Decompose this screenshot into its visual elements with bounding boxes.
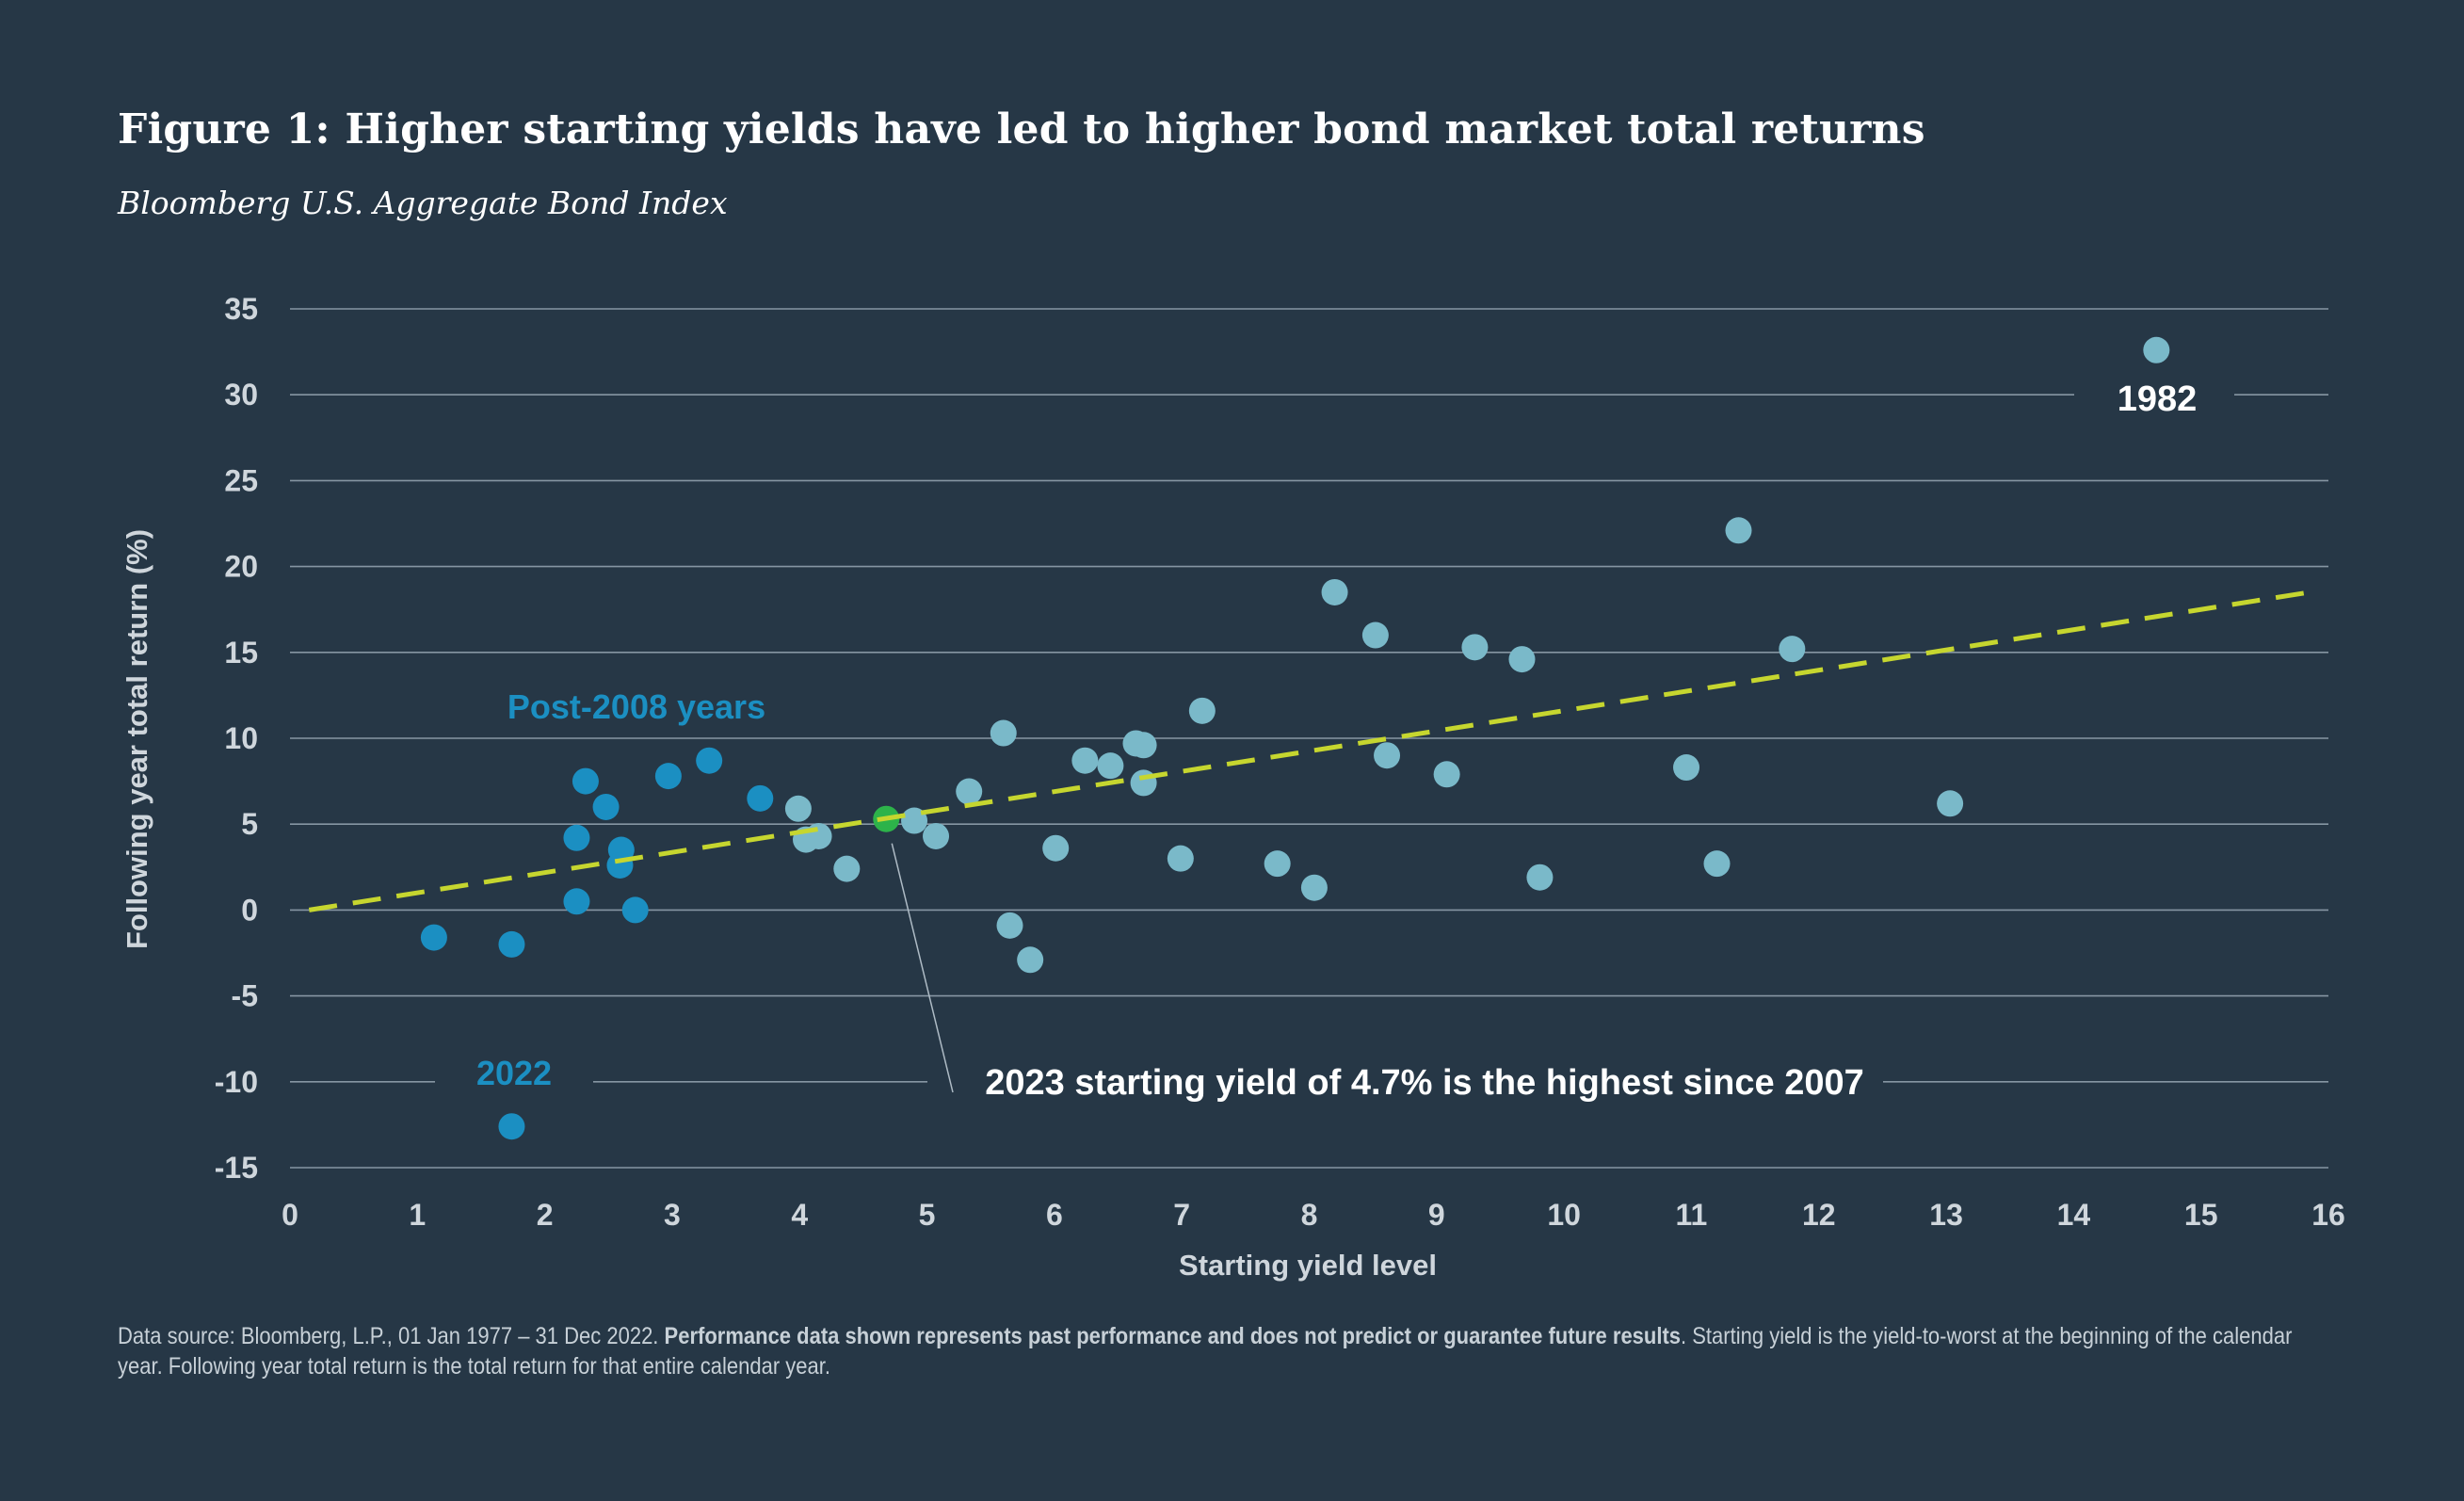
footnote-disclaimer: Performance data shown represents past p… — [664, 1323, 1682, 1349]
pre-2009-point — [1725, 517, 1752, 544]
trendline — [308, 589, 2311, 912]
pre-2009-point — [784, 795, 812, 822]
x-tick-label: 5 — [919, 1198, 936, 1232]
x-tick-label: 0 — [282, 1198, 298, 1232]
pre-2009-point — [1264, 850, 1291, 878]
gridlines — [290, 308, 2328, 1169]
pre-2009-point — [1188, 697, 1216, 724]
x-tick-label: 2 — [537, 1198, 554, 1232]
pre-2009-point — [923, 822, 950, 849]
pre-2009-point — [1097, 752, 1124, 780]
x-axis-ticks: 0 1 2 3 4 5 6 7 8 9 10 11 12 13 14 15 16 — [282, 1198, 2345, 1232]
x-tick-label: 7 — [1173, 1198, 1190, 1232]
post-2008-point — [592, 793, 620, 820]
x-tick-label: 16 — [2311, 1198, 2345, 1232]
pre-2009-point — [1321, 578, 1348, 605]
y-tick-label: 35 — [224, 292, 258, 326]
x-axis-title: Starting yield level — [1179, 1249, 1437, 1282]
callout-2023-label: 2023 starting yield of 4.7% is the highe… — [985, 1063, 1864, 1103]
y-axis-ticks: 35 30 25 20 15 10 5 0 -5 -10 -15 — [215, 292, 258, 1185]
y-tick-label: 20 — [224, 550, 258, 584]
pre-2009-point — [1779, 636, 1806, 663]
pre-2009-point — [1300, 874, 1328, 901]
y-tick-label: 10 — [224, 721, 258, 755]
x-tick-label: 14 — [2057, 1198, 2091, 1232]
post-2008-label: Post-2008 years — [507, 687, 765, 726]
year-2022-label: 2022 — [476, 1054, 552, 1092]
y-tick-label: 15 — [224, 636, 258, 670]
post-2008-point — [498, 930, 525, 958]
y-tick-label: 30 — [224, 378, 258, 412]
pre-2009-point — [990, 719, 1017, 747]
x-tick-label: 3 — [664, 1198, 681, 1232]
annotation-layer — [891, 843, 954, 1093]
post-2008-point — [621, 896, 649, 924]
pre-2009-point — [833, 855, 861, 882]
pre-2009-point — [1017, 946, 1044, 974]
pre-2009-point — [996, 912, 1023, 939]
post-2008-point — [606, 851, 634, 879]
post-2008-point — [747, 784, 774, 812]
post-2008-point — [563, 888, 590, 915]
x-tick-label: 10 — [1547, 1198, 1581, 1232]
pre-2009-point — [1071, 747, 1099, 774]
pre-2009-point — [1703, 850, 1731, 878]
y-tick-label: -10 — [215, 1065, 258, 1099]
y-tick-label: 25 — [224, 463, 258, 497]
post-2008-point — [696, 747, 723, 774]
pre-2009-point — [1526, 863, 1554, 891]
pre-2009-point — [1167, 845, 1194, 872]
pre-2009-point — [956, 778, 983, 805]
y-axis-title: Following year total return (%) — [121, 529, 153, 949]
y-tick-label: -5 — [232, 979, 258, 1013]
chart-title: Figure 1: Higher starting yields have le… — [118, 105, 1925, 153]
x-tick-label: 15 — [2184, 1198, 2218, 1232]
post-2008-point — [572, 767, 599, 795]
x-tick-label: 12 — [1802, 1198, 1836, 1232]
x-tick-label: 1 — [409, 1198, 426, 1232]
y-tick-label: 0 — [241, 893, 258, 927]
x-tick-label: 6 — [1046, 1198, 1063, 1232]
pre-2009-point — [1937, 790, 1964, 817]
pre-2009-point — [1508, 646, 1536, 673]
chart-subtitle: Bloomberg U.S. Aggregate Bond Index — [118, 185, 728, 221]
year-1982-label: 1982 — [2118, 379, 2198, 419]
callout-leader-line — [891, 843, 954, 1093]
pre-2009-point — [1673, 754, 1700, 782]
y-tick-label: 5 — [241, 807, 258, 841]
pre-2009-point — [805, 822, 832, 849]
footnote-source: Data source: Bloomberg, L.P., 01 Jan 197… — [118, 1323, 665, 1349]
footnote: Data source: Bloomberg, L.P., 01 Jan 197… — [118, 1321, 2322, 1381]
footnote-definitions: . Starting yield is the yield-to-worst a… — [118, 1323, 2293, 1380]
pre-2009-point — [1042, 834, 1070, 862]
y-tick-label: -15 — [215, 1151, 258, 1185]
pre-2009-point — [1361, 621, 1389, 649]
post-2008-point — [563, 824, 590, 851]
pre-2009-point — [2143, 336, 2170, 363]
post-2008-point — [654, 763, 682, 790]
pre-2009-point — [1461, 634, 1489, 661]
x-tick-label: 9 — [1428, 1198, 1445, 1232]
x-tick-label: 4 — [791, 1198, 808, 1232]
pre-2009-point — [1433, 761, 1460, 788]
x-tick-label: 13 — [1929, 1198, 1963, 1232]
post-2008-point — [420, 924, 447, 951]
pre-2009-point — [1374, 742, 1401, 769]
pre-2009-point — [1130, 732, 1157, 759]
data-points — [420, 336, 2170, 1140]
x-tick-label: 11 — [1676, 1198, 1708, 1232]
pre-2009-point — [901, 807, 928, 834]
post-2008-point — [498, 1113, 525, 1140]
x-tick-label: 8 — [1301, 1198, 1318, 1232]
